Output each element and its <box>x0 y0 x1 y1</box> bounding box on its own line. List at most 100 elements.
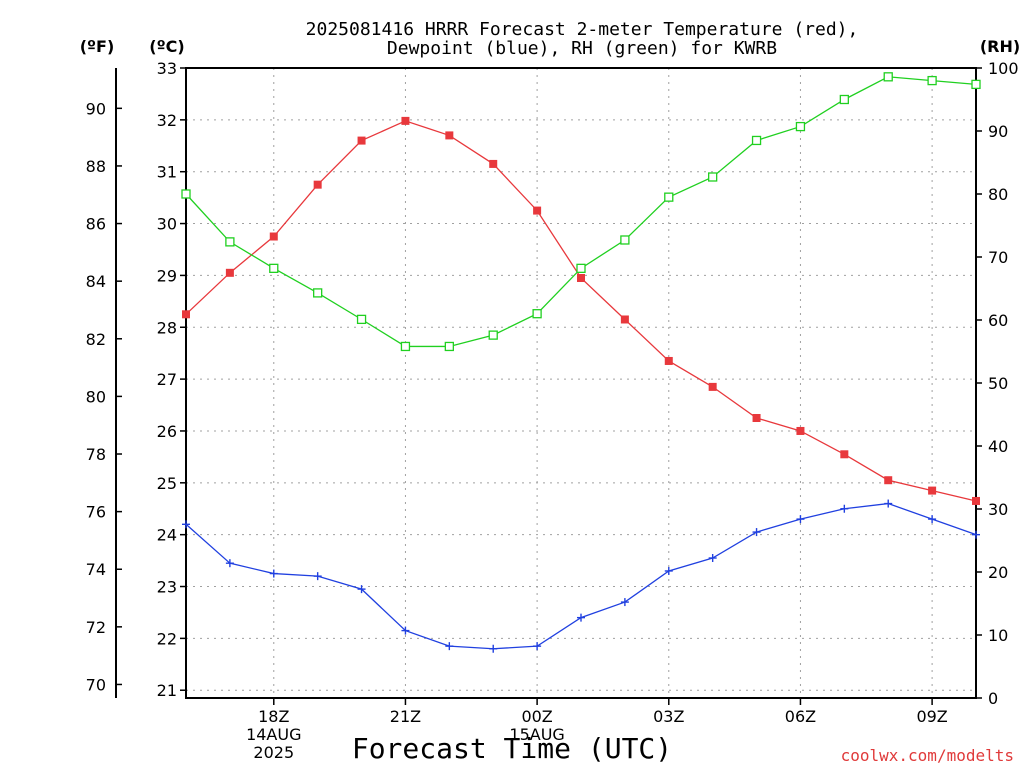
rh-point <box>356 314 367 325</box>
rh-point <box>313 288 323 298</box>
dewpoint-point <box>972 530 980 539</box>
rh-tick-label: 50 <box>988 374 1008 393</box>
celsius-tick-label: 24 <box>157 526 177 545</box>
plot-frame <box>185 67 977 699</box>
dewpoint-point <box>840 504 849 513</box>
dewpoint-point <box>664 566 673 575</box>
temperature-point <box>928 486 937 495</box>
rh-point <box>971 79 981 90</box>
series-line <box>185 120 977 502</box>
dewpoint-point <box>708 554 717 562</box>
rh-point <box>400 341 411 352</box>
celsius-tick-label: 31 <box>157 163 177 182</box>
x-tick-label: 15AUG <box>509 725 564 744</box>
fahrenheit-tick-label: 84 <box>86 272 106 291</box>
x-axis-title: Forecast Time (UTC) <box>352 732 672 765</box>
fahrenheit-tick-label: 90 <box>86 99 106 118</box>
x-tick-label: 14AUG <box>246 725 301 744</box>
rh-tick-label: 40 <box>988 437 1008 456</box>
temperature-point <box>357 136 366 145</box>
x-tick-label: 03Z <box>653 707 684 726</box>
celsius-tick-label: 27 <box>157 370 177 389</box>
rh-tick-label: 70 <box>988 248 1008 267</box>
dewpoint-point <box>489 644 498 653</box>
fahrenheit-tick-label: 78 <box>86 445 106 464</box>
celsius-tick-label: 22 <box>157 629 177 648</box>
temperature-point <box>533 206 542 215</box>
rh-point <box>839 94 849 105</box>
dewpoint-point <box>884 499 893 508</box>
series-line <box>185 76 977 348</box>
temperature-point <box>489 159 498 168</box>
source-credit: coolwx.com/modelts <box>841 746 1014 765</box>
x-tick-label: 21Z <box>390 707 421 726</box>
rh-point <box>620 235 630 245</box>
rh-tick-label: 10 <box>988 626 1008 645</box>
fahrenheit-tick-label: 88 <box>86 157 106 176</box>
rh-point <box>927 75 937 86</box>
rh-point <box>181 189 191 199</box>
dewpoint-point <box>269 569 278 578</box>
temperature-point <box>401 116 410 125</box>
fahrenheit-tick-label: 72 <box>86 618 106 637</box>
dewpoint-point <box>445 642 454 651</box>
data-series <box>181 72 981 653</box>
rh-tick-label: 100 <box>988 59 1019 78</box>
celsius-tick-label: 21 <box>157 681 177 700</box>
temperature-point <box>313 180 322 189</box>
fahrenheit-tick-label: 80 <box>86 387 106 406</box>
temperature-point <box>445 131 454 140</box>
rh-unit-label: (RH) <box>980 37 1020 56</box>
dewpoint-point <box>401 626 410 635</box>
dewpoint-point <box>752 528 761 537</box>
celsius-tick-label: 30 <box>157 215 177 234</box>
temperature-point <box>664 356 673 365</box>
celsius-tick-label: 26 <box>157 422 177 441</box>
fahrenheit-tick-label: 70 <box>86 675 106 694</box>
dewpoint-point <box>796 515 805 524</box>
fahrenheit-tick-label: 76 <box>86 503 106 522</box>
dewpoint-point <box>225 559 234 568</box>
chart-title-line-2: Dewpoint (blue), RH (green) for KWRB <box>387 38 777 59</box>
temperature-point <box>269 232 278 241</box>
x-tick-label: 06Z <box>785 707 816 726</box>
axis-ticks: 21 22 23 24 25 26 27 28 29 30 31 32 33 70 72 74 76 78 80 82… <box>86 59 1019 762</box>
fahrenheit-tick-label: 82 <box>86 330 106 349</box>
rh-tick-label: 30 <box>988 500 1008 519</box>
x-tick-label: 2025 <box>253 743 294 762</box>
temperature-point <box>752 414 761 422</box>
rh-point <box>444 341 454 352</box>
rh-tick-label: 0 <box>988 689 998 708</box>
temperature-point <box>840 450 849 459</box>
rh-point <box>269 263 279 273</box>
fahrenheit-unit-label: (ºF) <box>80 37 115 56</box>
rh-tick-label: 60 <box>988 311 1008 330</box>
rh-tick-label: 20 <box>988 563 1008 582</box>
rh-point <box>664 192 674 202</box>
temperature-point <box>620 315 629 324</box>
rh-point <box>708 172 718 182</box>
temperature-point <box>884 476 893 485</box>
temperature-point <box>972 496 980 505</box>
dewpoint-point <box>533 642 542 651</box>
celsius-tick-label: 29 <box>157 266 177 285</box>
rh-point <box>883 72 893 82</box>
temperature-point <box>708 382 717 391</box>
celsius-tick-label: 33 <box>157 59 177 78</box>
grid-lines <box>186 68 976 698</box>
rh-point <box>532 309 542 319</box>
rh-point <box>751 135 762 146</box>
rh-point <box>795 121 806 132</box>
rh-point <box>225 237 235 247</box>
celsius-tick-label: 23 <box>157 578 177 597</box>
rh-point <box>488 330 498 340</box>
celsius-tick-label: 28 <box>157 318 177 337</box>
dewpoint-point <box>577 613 585 622</box>
rh-tick-label: 90 <box>988 122 1008 141</box>
x-tick-label: 00Z <box>521 707 552 726</box>
rh-tick-label: 80 <box>988 185 1008 204</box>
temperature-point <box>796 426 805 435</box>
celsius-tick-label: 32 <box>157 111 177 130</box>
temperature-point <box>225 268 234 277</box>
